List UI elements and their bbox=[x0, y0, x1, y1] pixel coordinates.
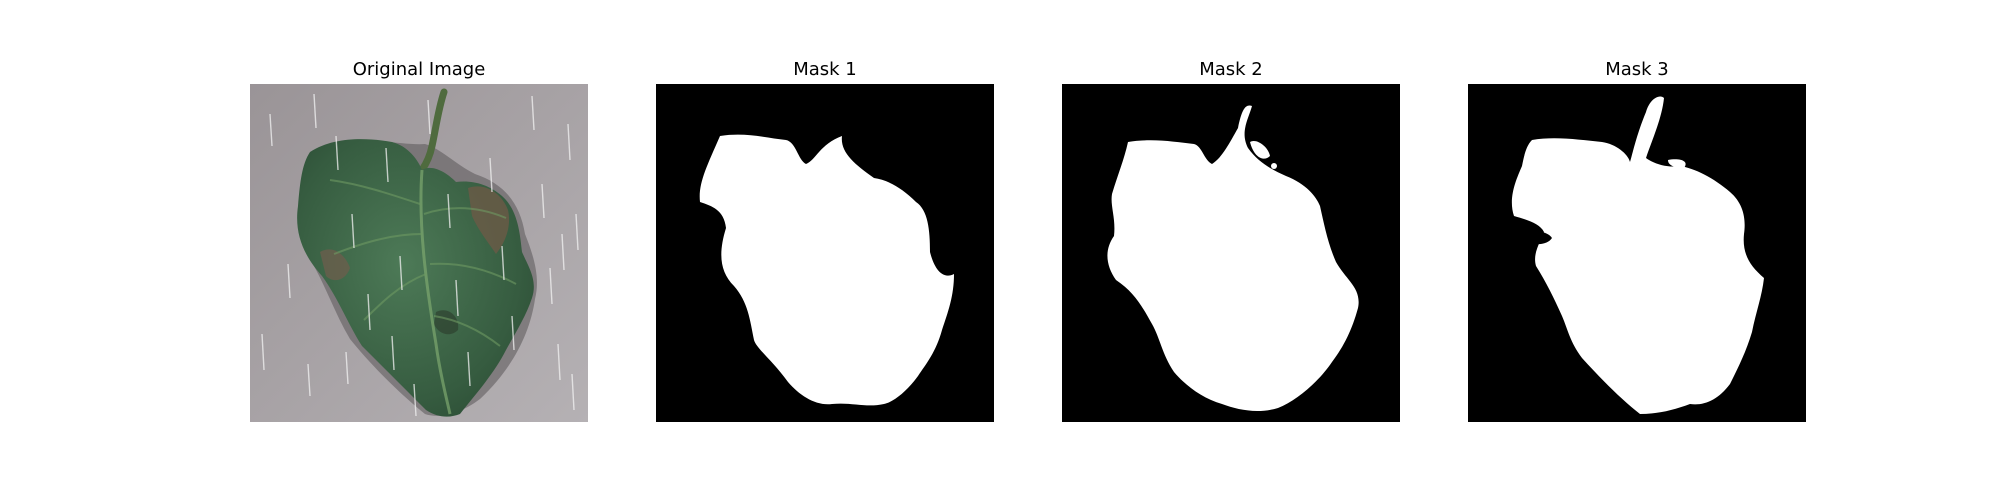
mask-1 bbox=[656, 84, 994, 422]
original-image bbox=[250, 84, 588, 422]
panel-title-mask-3: Mask 3 bbox=[1605, 59, 1669, 80]
panel-title-mask-1: Mask 1 bbox=[793, 59, 857, 80]
mask-3 bbox=[1468, 84, 1806, 422]
mask-2-image bbox=[1062, 84, 1400, 422]
panel-title-original: Original Image bbox=[352, 59, 486, 80]
mask-3-image bbox=[1468, 84, 1806, 422]
mask-1-image bbox=[656, 84, 994, 422]
leaf-photo bbox=[250, 84, 588, 422]
mask-2 bbox=[1062, 84, 1400, 422]
rain-streaks bbox=[261, 93, 579, 417]
panel-title-mask-2: Mask 2 bbox=[1199, 59, 1263, 80]
